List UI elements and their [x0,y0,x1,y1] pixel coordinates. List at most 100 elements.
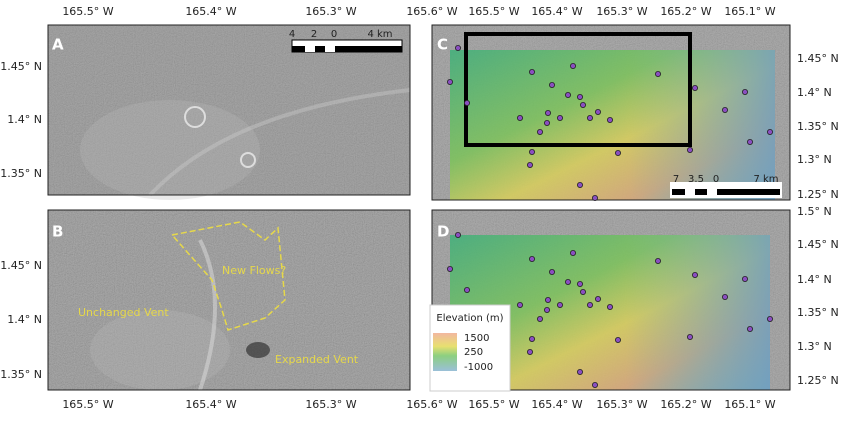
longitude-label: 165.3° W [305,5,356,18]
sample-point [692,271,699,278]
longitude-label: 165.4° W [531,5,582,18]
legend-label: -1000 [464,362,493,373]
scale-label: 2 [311,29,317,40]
sample-point [446,265,453,272]
sample-point [742,89,749,96]
latitude-label: 1.25° N [797,188,839,201]
longitude-label: 165.1° W [724,5,775,18]
sample-point [529,148,536,155]
sample-point [544,120,551,127]
annotation: Unchanged Vent [78,306,169,319]
sample-point [577,181,584,188]
annotation: New Flows? [222,264,286,277]
latitude-label: 1.45° N [797,238,839,251]
latitude-label: 1.35° N [797,120,839,133]
latitude-label: 1.45° N [0,259,42,272]
longitude-label: 165.1° W [724,398,775,411]
latitude-label: 1.4° N [7,313,42,326]
latitude-label: 1.25° N [797,374,839,387]
sample-point [595,295,602,302]
sample-point [592,381,599,388]
sample-point [607,303,614,310]
sample-point [545,110,552,117]
sample-point [529,335,536,342]
latitude-label: 1.3° N [797,153,832,166]
sample-point [742,275,749,282]
latitude-label: 1.4° N [797,86,832,99]
latitude-label: 1.45° N [797,52,839,65]
annotation: Expanded Vent [275,353,359,366]
sample-point [537,315,544,322]
latitude-label: 1.3° N [797,340,832,353]
sample-point [580,102,587,109]
sample-point [577,280,584,287]
sample-point [722,107,729,114]
panel-a-image [48,25,411,200]
longitude-label: 165.6° W [406,5,457,18]
panel-label: A [52,36,64,54]
sample-point [565,92,572,99]
sample-point [454,45,461,52]
latitude-label: 1.35° N [797,306,839,319]
longitude-label: 165.3° W [305,398,356,411]
longitude-label: 165.5° W [62,5,113,18]
panel-label: C [437,36,448,54]
scale-bar-c [670,182,782,198]
panel-label: D [437,223,449,241]
sample-point [722,293,729,300]
sample-point [615,149,622,156]
sample-point [549,268,556,275]
panel-label: B [52,223,63,241]
sample-point [577,94,584,101]
sample-point [592,194,599,201]
longitude-label: 165.4° W [185,5,236,18]
legend-label: 250 [464,347,483,358]
sample-point [570,249,577,256]
sample-point [527,348,534,355]
sample-point [587,301,594,308]
longitude-label: 165.4° W [531,398,582,411]
sample-point [517,115,524,122]
panel-b-image [48,210,410,391]
latitude-label: 1.45° N [0,60,42,73]
sample-point [454,231,461,238]
longitude-label: 165.6° W [406,398,457,411]
latitude-label: 1.4° N [7,113,42,126]
longitude-label: 165.2° W [660,5,711,18]
sample-point [463,286,470,293]
sample-point [529,69,536,76]
longitude-label: 165.4° W [185,398,236,411]
scale-bar-a [291,39,403,53]
legend-title: Elevation (m) [436,313,503,324]
sample-point [446,79,453,86]
sample-point [537,128,544,135]
sample-point [687,333,694,340]
sample-point [545,296,552,303]
sample-point [557,115,564,122]
sample-point [577,368,584,375]
sample-point [655,71,662,78]
sample-point [747,325,754,332]
sample-point [692,85,699,92]
latitude-label: 1.4° N [797,273,832,286]
sample-point [595,109,602,116]
scale-label: 7 [673,174,679,185]
sample-point [529,255,536,262]
latitude-label: 1.35° N [0,167,42,180]
longitude-label: 165.5° W [468,398,519,411]
longitude-label: 165.3° W [596,5,647,18]
scale-label: 3.5 [688,174,704,185]
panel-frames [47,24,791,391]
sample-point [557,301,564,308]
sample-point [549,82,556,89]
longitude-label: 165.5° W [468,5,519,18]
sample-point [767,128,774,135]
scale-label: 0 [713,174,719,185]
sample-point [747,138,754,145]
latitude-label: 1.5° N [797,205,832,218]
legend [429,304,511,392]
sample-point [544,306,551,313]
longitude-label: 165.2° W [660,398,711,411]
scale-label: 4 km [367,29,392,40]
